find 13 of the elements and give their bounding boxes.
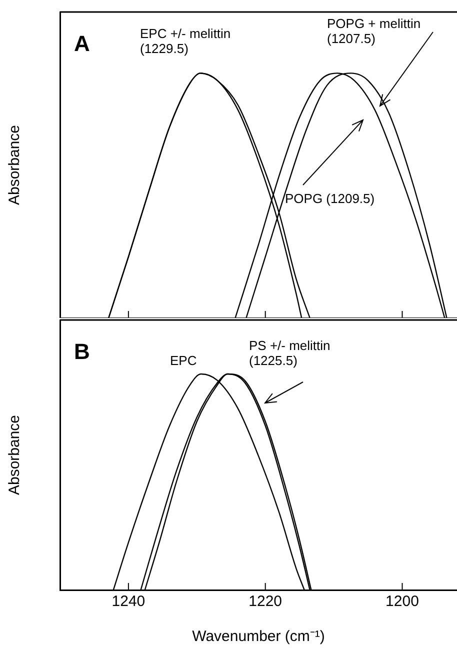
y-axis-title: Absorbance xyxy=(6,124,24,206)
annotation: POPG (1209.5) xyxy=(285,191,375,206)
y-axis-title: Absorbance xyxy=(6,414,24,496)
x-axis-title: Wavenumber (cm⁻¹) xyxy=(192,628,325,646)
chart-title: A xyxy=(74,31,90,56)
text: POPG + melittin (1207.5) xyxy=(327,16,421,46)
x-tick-label: 1200 xyxy=(386,593,419,610)
text: EPC +/- melittin (1229.5) xyxy=(140,26,231,56)
x-tick-label: 1220 xyxy=(248,593,282,610)
text: EPC xyxy=(170,353,197,368)
x-tick-label: 1240 xyxy=(112,593,146,610)
chart-title: B xyxy=(74,339,90,364)
text: PS +/- melittin (1225.5) xyxy=(249,338,330,368)
